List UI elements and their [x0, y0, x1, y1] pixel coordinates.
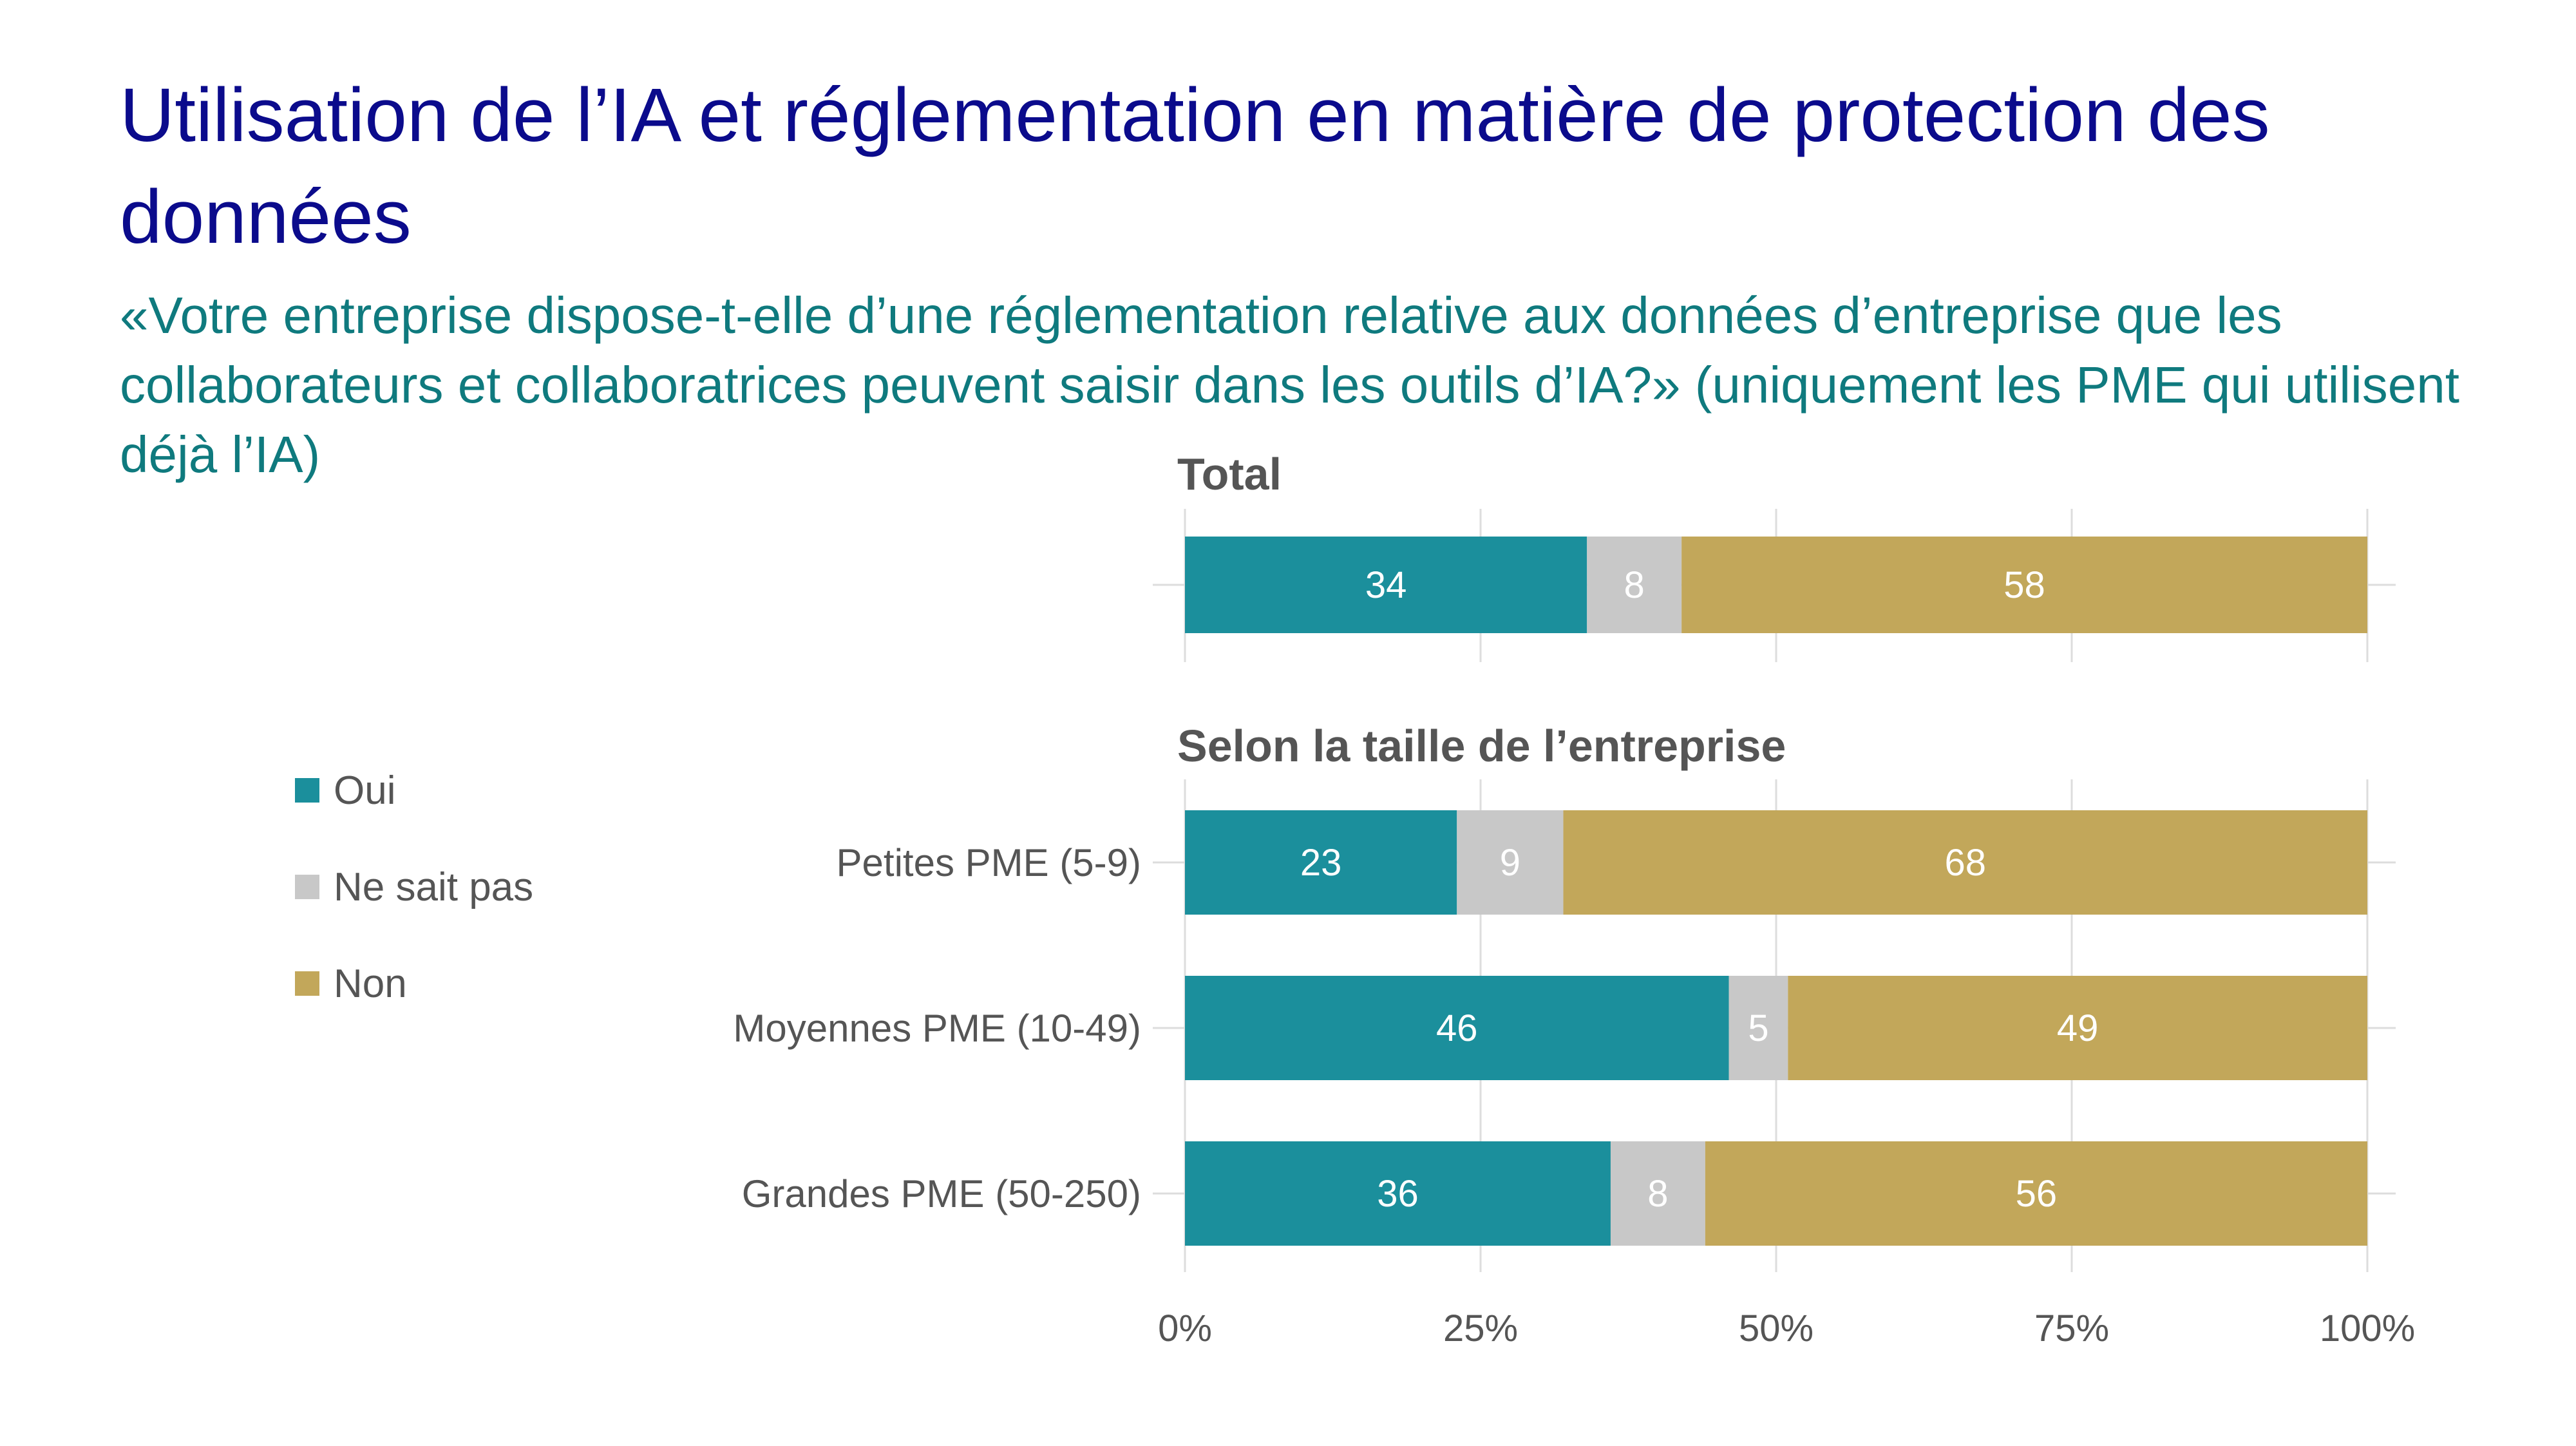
category-label: Petites PME (5-9) — [837, 841, 1141, 884]
bar-segment-ne-sait-pas — [1457, 810, 1564, 915]
bar-segment-non — [1788, 976, 2367, 1080]
legend-swatch-oui — [295, 778, 319, 803]
bar-segment-oui — [1185, 976, 1729, 1080]
legend-swatch-ne-sait-pas — [295, 875, 319, 899]
bar-segment-ne-sait-pas — [1587, 537, 1682, 633]
data-label-oui: 46 — [1436, 1007, 1478, 1049]
data-label-non: 56 — [2016, 1173, 2058, 1215]
bar-segment-non — [1705, 1141, 2367, 1246]
data-label-ne-sait-pas: 5 — [1748, 1007, 1768, 1049]
x-tick-label: 75% — [2034, 1308, 2109, 1349]
data-label-oui: 36 — [1377, 1173, 1419, 1215]
legend-label-ne-sait-pas: Ne sait pas — [334, 864, 534, 909]
data-label-ne-sait-pas: 8 — [1624, 564, 1645, 606]
bar-segment-ne-sait-pas — [1610, 1141, 1705, 1246]
data-label-oui: 34 — [1365, 564, 1407, 606]
data-label-ne-sait-pas: 8 — [1647, 1173, 1668, 1215]
legend-label-non: Non — [334, 961, 407, 1006]
legend-item-oui: Oui — [295, 742, 533, 839]
category-label: Grandes PME (50-250) — [742, 1172, 1141, 1215]
legend-swatch-non — [295, 971, 319, 996]
data-label-oui: 23 — [1300, 842, 1342, 884]
data-label-ne-sait-pas: 9 — [1500, 842, 1520, 884]
x-tick-label: 25% — [1443, 1308, 1518, 1349]
bar-segment-non — [1563, 810, 2367, 915]
bar-segment-ne-sait-pas — [1728, 976, 1788, 1080]
x-tick-label: 100% — [2320, 1308, 2415, 1349]
panel-title: Total — [1177, 449, 1282, 499]
panel-title: Selon la taille de l’entreprise — [1177, 721, 1786, 771]
category-label: Moyennes PME (10-49) — [733, 1007, 1141, 1050]
bar-segment-oui — [1185, 1141, 1611, 1246]
x-tick-label: 0% — [1158, 1308, 1212, 1349]
bar-segment-oui — [1185, 537, 1587, 633]
legend-label-oui: Oui — [334, 768, 396, 813]
data-label-non: 68 — [1945, 842, 1987, 884]
chart-title: Utilisation de l’IA et réglementation en… — [120, 73, 2270, 260]
legend: Oui Ne sait pas Non — [295, 742, 533, 1032]
legend-item-ne-sait-pas: Ne sait pas — [295, 839, 533, 935]
bars — [1185, 537, 2367, 1246]
data-label-non: 58 — [2003, 564, 2045, 606]
chart-subtitle: «Votre entreprise dispose-t-elle d’une r… — [120, 287, 2460, 483]
data-label-non: 49 — [2057, 1007, 2099, 1049]
bar-segment-non — [1681, 537, 2367, 633]
legend-item-non: Non — [295, 935, 533, 1032]
x-tick-label: 50% — [1739, 1308, 1814, 1349]
bar-segment-oui — [1185, 810, 1457, 915]
